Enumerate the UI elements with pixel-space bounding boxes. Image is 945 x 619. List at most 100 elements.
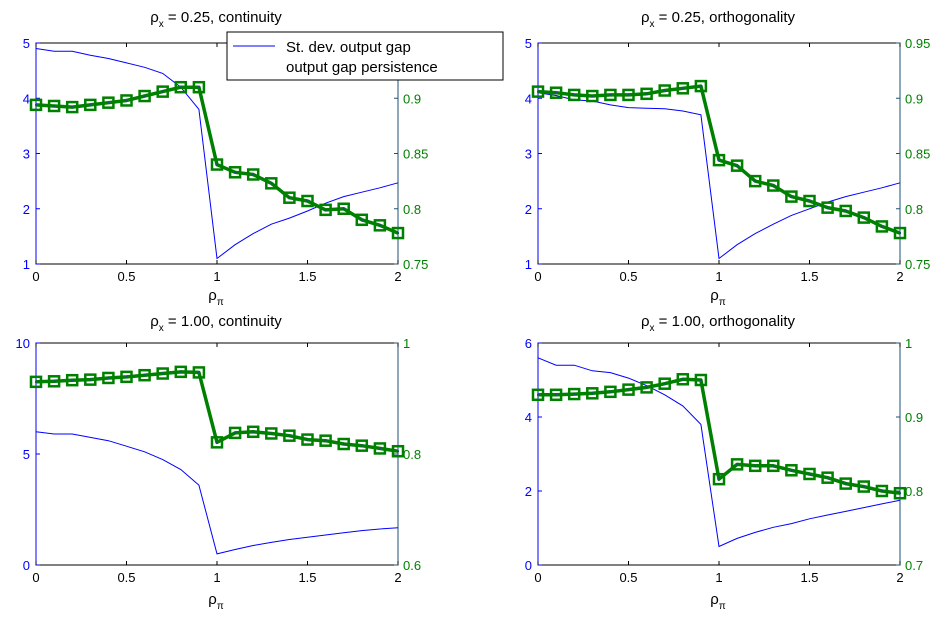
series-point-persistence [712, 153, 726, 167]
series-point-center [216, 441, 218, 444]
y-left-tick-label: 3 [525, 147, 532, 162]
y-right-tick-label: 0.8 [905, 202, 923, 217]
series-point-center [609, 390, 612, 393]
y-right-tick-label: 0.85 [403, 147, 428, 162]
series-point-persistence [138, 89, 151, 103]
series-point-center [862, 485, 865, 488]
legend: St. dev. output gap output gap persisten… [226, 31, 504, 81]
series-point-persistence [567, 88, 581, 102]
panel-2-plot-area: 0 0.5 1 1.5 2 1 2 3 4 5 0.75 0.8 0.85 0.9 0.95 [525, 36, 931, 284]
series-point-persistence [531, 85, 545, 98]
series-point-persistence [586, 387, 599, 400]
y-left-tick-label: 4 [525, 410, 532, 425]
y-right-tick-label: 0.9 [905, 91, 923, 106]
series-point-persistence [246, 425, 260, 439]
series-point-persistence [319, 203, 332, 217]
x-tick-label: 1 [715, 269, 722, 284]
series-point-persistence [748, 459, 762, 473]
x-tick-label: 0.5 [619, 269, 637, 284]
panel-4-plot-area: 0 0.5 1 1.5 2 0 2 4 6 0.7 0.8 0.9 1 [525, 336, 923, 585]
series-point-center [645, 386, 648, 389]
panel-1: ρx = 0.25, continuity 0 0.5 1 1.5 2 1 2 3 4 5 0.75… [23, 9, 429, 308]
panel-1-title: ρx = 0.25, continuity [150, 9, 282, 30]
x-tick-label: 0 [32, 570, 39, 585]
x-tick-label: 0 [32, 269, 39, 284]
y-left-tick-label: 0 [23, 558, 30, 573]
series-point-persistence [283, 429, 296, 442]
series-point-persistence [875, 484, 889, 498]
series-point-persistence [355, 439, 369, 452]
series-point-center [880, 490, 883, 492]
panel-3-plot-area: 0 0.5 1 1.5 2 0 5 10 0.6 0.8 1 [16, 336, 422, 585]
series-point-center [234, 171, 237, 174]
series-point-persistence [210, 158, 224, 171]
series-point-persistence [228, 426, 242, 440]
series-point-center [270, 182, 273, 185]
series-point-center [880, 225, 883, 228]
x-tick-label: 2 [394, 269, 401, 284]
series-point-persistence [120, 94, 133, 107]
series-point-persistence [839, 477, 852, 490]
y-right-tick-label: 0.9 [905, 410, 923, 425]
series-point-persistence [210, 436, 224, 449]
series-point-center [378, 447, 381, 450]
x-tick-label: 1 [213, 269, 220, 284]
y-left-tick-label: 2 [525, 202, 532, 217]
x-tick-label: 2 [394, 570, 401, 585]
series-point-persistence [748, 174, 762, 188]
series-point-center [270, 432, 273, 435]
y-right-tick-label: 0.6 [403, 558, 421, 573]
series-point-center [252, 430, 255, 433]
series-point-persistence [192, 366, 206, 379]
series-point-persistence [391, 226, 405, 240]
series-point-persistence [265, 177, 278, 190]
series-line-std-dev [35, 431, 399, 555]
series-point-persistence [875, 220, 889, 233]
series-point-center [826, 206, 829, 209]
series-point-center [591, 392, 594, 395]
series-point-persistence [640, 87, 653, 101]
series-point-persistence [857, 211, 871, 224]
series-point-center [718, 478, 720, 481]
x-tick-label: 0.5 [117, 269, 135, 284]
panel-1-plot-area: 0 0.5 1 1.5 2 1 2 3 4 5 0.75 0.8 0.85 0.9 [23, 36, 429, 284]
series-line-persistence [538, 377, 901, 495]
series-point-persistence [893, 226, 907, 240]
series-point-persistence [156, 367, 169, 380]
series-point-persistence [84, 373, 97, 386]
series-point-persistence [373, 442, 387, 455]
series-point-center [89, 103, 92, 106]
y-right-tick-label: 0.8 [905, 484, 923, 499]
series-point-persistence [604, 385, 617, 399]
x-tick-label: 0 [534, 570, 541, 585]
series-point-persistence [47, 99, 61, 113]
series-point-persistence [47, 375, 61, 388]
series-point-persistence [192, 80, 206, 94]
y-right-tick-label: 1 [905, 336, 912, 351]
x-tick-label: 0.5 [117, 570, 135, 585]
series-point-persistence [337, 202, 350, 215]
series-point-center [663, 382, 666, 385]
series-point-center [35, 380, 37, 383]
series-point-persistence [839, 204, 852, 218]
series-point-persistence [821, 471, 834, 484]
series-point-center [699, 379, 702, 381]
y-left-tick-label: 4 [525, 91, 532, 106]
y-left-tick-label: 1 [23, 257, 30, 272]
series-point-center [35, 103, 37, 106]
series-point-center [899, 492, 901, 495]
panel-4: ρx = 1.00, orthogonality 0 0.5 1 1.5 2 0 2 4 6 0.… [525, 313, 923, 612]
y-right-tick-label: 0.85 [905, 147, 930, 162]
y-right-tick-label: 0.75 [403, 257, 428, 272]
series-point-center [179, 370, 182, 373]
series-point-center [681, 87, 684, 90]
series-point-center [718, 159, 720, 162]
series-point-center [197, 86, 200, 89]
series-point-center [862, 216, 865, 219]
y-left-tick-label: 10 [16, 336, 30, 351]
series-point-center [790, 195, 793, 198]
series-point-persistence [676, 373, 690, 386]
series-point-center [555, 393, 558, 396]
series-point-persistence [767, 459, 780, 473]
